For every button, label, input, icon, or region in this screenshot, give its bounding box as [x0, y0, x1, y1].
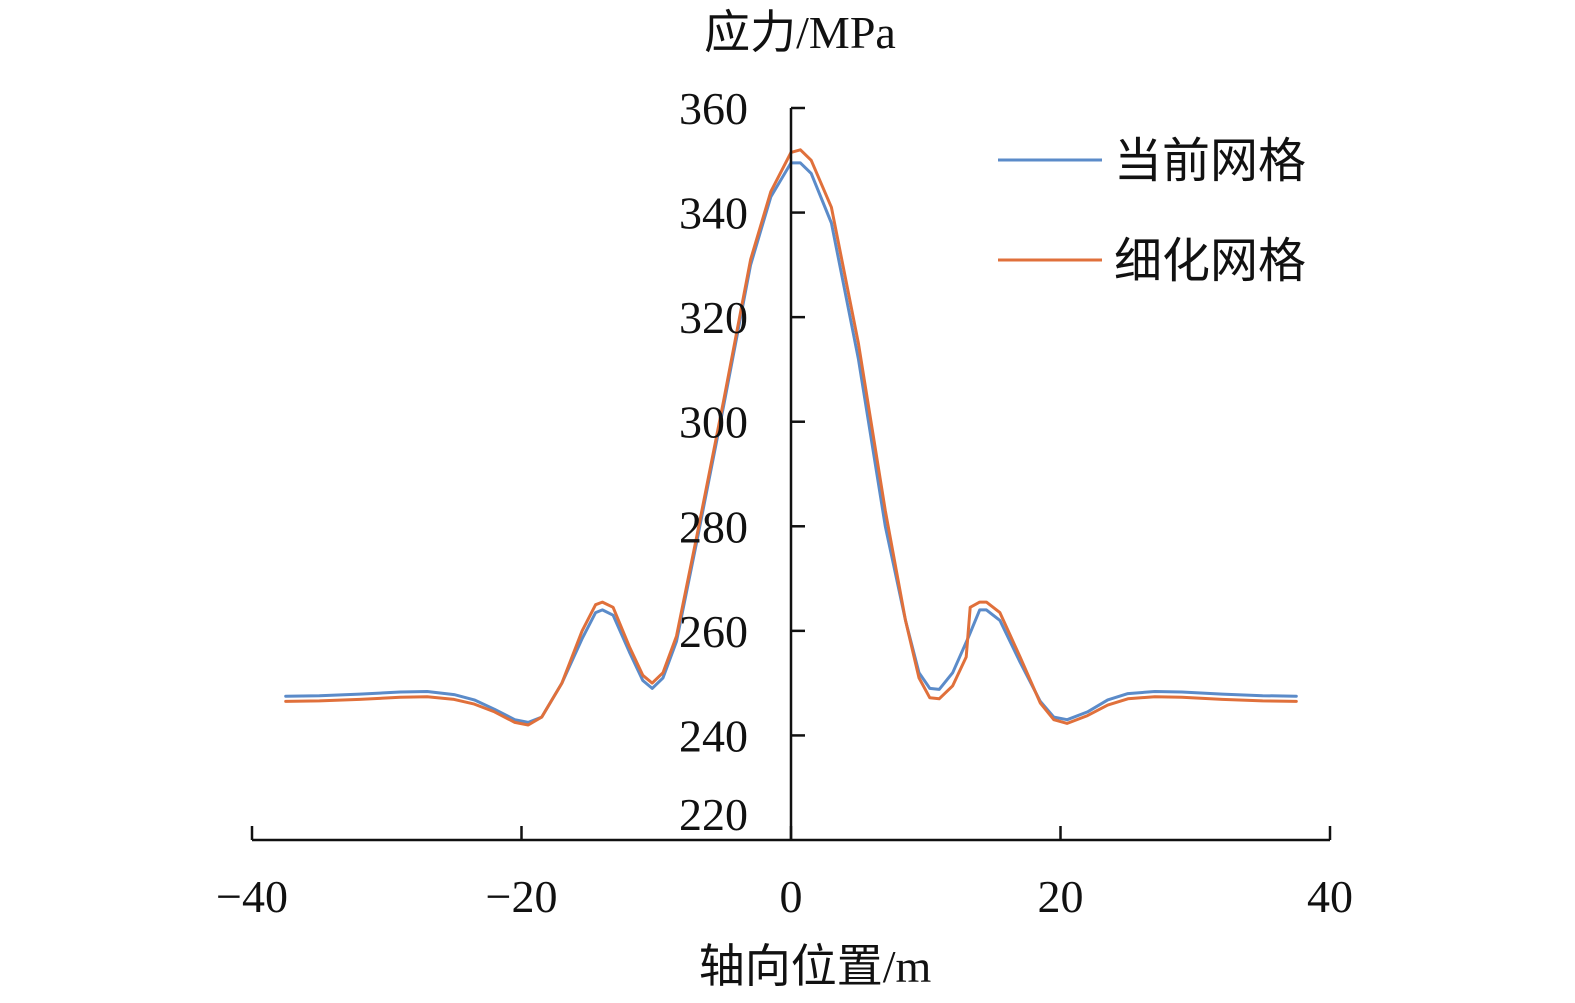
y-tick-label: 300 [679, 397, 748, 448]
x-axis-label: 轴向位置/m [699, 941, 932, 992]
legend-label-2: 细化网格 [1114, 235, 1306, 288]
series-line-1 [284, 161, 1298, 724]
y-tick-label: 260 [679, 606, 748, 657]
x-tick-label: 0 [780, 871, 803, 922]
y-tick-label: 240 [679, 710, 748, 761]
y-tick-label: 360 [679, 83, 748, 134]
axes-layer [252, 108, 1330, 842]
y-axis-label: 应力/MPa [704, 7, 896, 58]
x-tick-label: −20 [486, 871, 558, 922]
x-tick-label: 20 [1038, 871, 1084, 922]
y-tick-label: 340 [679, 188, 748, 239]
x-ticks: −40 −20 0 20 40 [216, 826, 1353, 922]
y-tick-label: 280 [679, 501, 748, 552]
legend-label-1: 当前网格 [1114, 135, 1306, 188]
y-ticks: 220 240 260 280 300 320 340 360 [679, 83, 805, 840]
series-line-2 [284, 148, 1298, 727]
x-tick-label: −40 [216, 871, 288, 922]
y-tick-label: 220 [679, 789, 748, 840]
series-layer [284, 148, 1298, 727]
x-tick-label: 40 [1307, 871, 1353, 922]
y-tick-label: 320 [679, 292, 748, 343]
